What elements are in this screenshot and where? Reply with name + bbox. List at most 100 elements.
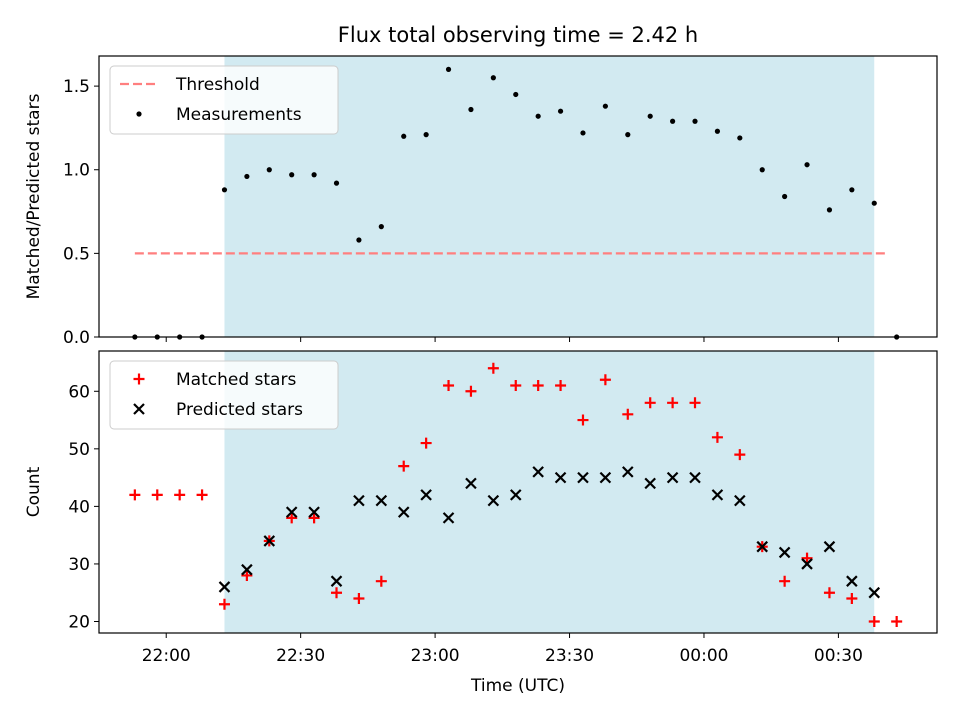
- chart-title: Flux total observing time = 2.42 h: [338, 23, 698, 47]
- data-point: [442, 512, 455, 524]
- data-point: [868, 615, 880, 627]
- data-point: [779, 575, 791, 587]
- data-point: [535, 113, 541, 119]
- data-point: [577, 471, 589, 484]
- y-tick-label: 0.0: [63, 328, 90, 348]
- data-point: [401, 133, 407, 139]
- y-tick-label: 1.0: [63, 161, 90, 181]
- y-tick-label: 50: [68, 440, 90, 460]
- data-point: [734, 449, 746, 461]
- data-point: [555, 380, 567, 392]
- data-point: [375, 494, 388, 507]
- x-tick-label: 23:00: [411, 646, 460, 666]
- data-point: [804, 162, 810, 168]
- data-point: [244, 173, 250, 180]
- data-point: [670, 118, 676, 124]
- data-point: [510, 380, 522, 392]
- data-point: [782, 193, 788, 200]
- legend-swatch: [133, 403, 145, 415]
- data-point: [737, 135, 743, 141]
- data-point: [308, 512, 320, 524]
- y-tick-label: 0.5: [63, 244, 90, 264]
- data-point: [823, 587, 835, 599]
- data-point: [423, 132, 429, 138]
- y-axis-label: Matched/Predicted stars: [24, 93, 44, 299]
- data-point: [468, 106, 474, 113]
- data-point: [667, 397, 679, 409]
- data-point: [263, 535, 276, 547]
- data-point: [266, 167, 272, 173]
- panel-count: 20 30 40 50 60 22:00 22:30 23:00 23:30 00:00 00:30…: [24, 350, 938, 666]
- data-point: [218, 581, 231, 593]
- data-point: [801, 558, 813, 570]
- x-tick-label: 22:00: [142, 646, 191, 666]
- legend-label: Predicted stars: [176, 400, 303, 420]
- data-point: [647, 113, 653, 119]
- data-point: [868, 586, 881, 599]
- panels: 0.0 0.5 1.0 1.5 Matched/Predicted stars Thres…: [24, 55, 938, 666]
- data-point: [554, 471, 567, 484]
- data-point: [622, 408, 634, 420]
- data-point: [398, 460, 410, 472]
- data-point: [375, 575, 387, 587]
- data-point: [823, 540, 836, 553]
- data-point: [490, 75, 496, 81]
- legend-swatch: [136, 111, 142, 117]
- data-point: [625, 132, 631, 138]
- data-point: [871, 200, 877, 206]
- x-tick-label: 00:30: [814, 646, 863, 666]
- data-point: [846, 592, 858, 604]
- data-point: [378, 224, 384, 230]
- data-point: [218, 598, 230, 610]
- x-axis-label: Time (UTC): [470, 676, 565, 696]
- data-point: [602, 103, 608, 109]
- data-point: [196, 489, 208, 501]
- data-point: [420, 489, 432, 501]
- data-point: [801, 552, 813, 564]
- data-point: [692, 118, 698, 124]
- data-point: [221, 187, 228, 193]
- data-point: [714, 128, 721, 134]
- data-point: [557, 108, 564, 114]
- y-tick-label: 40: [68, 497, 90, 517]
- data-point: [711, 489, 724, 501]
- data-point: [689, 397, 701, 409]
- data-point: [129, 489, 141, 501]
- data-point: [311, 172, 317, 178]
- data-point: [443, 380, 455, 392]
- panel-ratio: 0.0 0.5 1.0 1.5 Matched/Predicted stars Thres…: [24, 55, 938, 348]
- data-point: [734, 494, 746, 507]
- data-point: [644, 397, 656, 409]
- data-point: [487, 362, 499, 374]
- x-tick-label: 00:00: [679, 646, 728, 666]
- data-point: [465, 477, 477, 490]
- data-point: [759, 167, 765, 173]
- series-count-0: [129, 362, 903, 627]
- legend-label: Threshold: [175, 75, 260, 95]
- series-ratio-0: [132, 66, 900, 340]
- data-point: [599, 374, 611, 386]
- data-point: [513, 91, 519, 98]
- y-tick-label: 1.5: [63, 77, 90, 97]
- legend-label: Measurements: [176, 105, 302, 125]
- data-point: [778, 546, 791, 559]
- x-tick-label: 22:30: [276, 646, 325, 666]
- legend-ratio: Threshold Measurements: [109, 65, 339, 135]
- data-point: [241, 563, 253, 576]
- data-point: [174, 489, 186, 501]
- data-point: [599, 471, 612, 484]
- data-point: [289, 172, 295, 178]
- data-point: [577, 414, 589, 426]
- data-point: [353, 592, 365, 604]
- data-point: [333, 180, 340, 186]
- data-point: [487, 494, 500, 507]
- data-point: [644, 477, 656, 490]
- y-tick-label: 30: [68, 555, 90, 575]
- data-point: [308, 506, 320, 518]
- legend-swatch: [133, 373, 145, 385]
- data-point: [622, 466, 634, 478]
- legend-box: [109, 360, 339, 430]
- axes-frame: [98, 350, 938, 634]
- data-point: [331, 587, 343, 599]
